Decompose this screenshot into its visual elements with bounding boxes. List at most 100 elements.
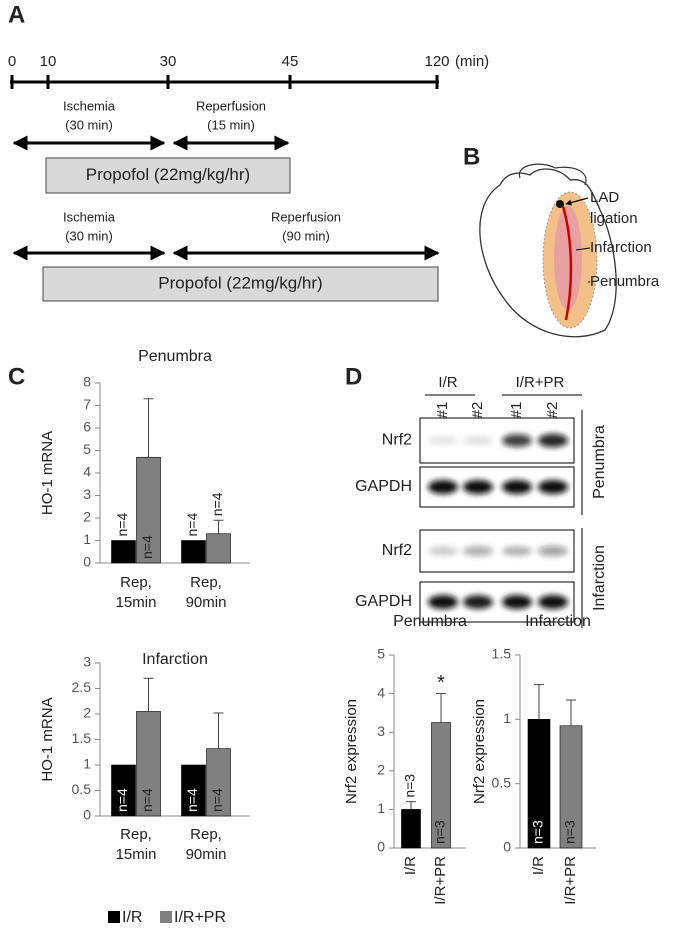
- blot-group: I/R: [438, 374, 457, 391]
- y-axis-label: Nrf2 expression: [471, 699, 488, 804]
- n-label: n=3: [402, 774, 418, 798]
- blot-band: [538, 480, 568, 494]
- n-label: n=4: [184, 788, 200, 812]
- timeline-tick-label: 45: [282, 53, 299, 70]
- bar: [206, 533, 231, 564]
- panel-label: C: [8, 363, 25, 390]
- n-label: n=4: [139, 535, 155, 559]
- y-tick-label: 7: [83, 396, 91, 412]
- lane-label: #1: [508, 402, 525, 419]
- y-tick-label: 0: [83, 807, 91, 823]
- blot-band: [428, 436, 458, 445]
- x-tick-label: Rep, 90min: [186, 574, 227, 611]
- y-tick-label: 4: [377, 684, 385, 700]
- blot-band: [538, 545, 568, 557]
- x-tick-label: I/R+PR: [562, 856, 579, 905]
- y-tick-label: 2: [83, 509, 91, 525]
- y-tick-label: 3: [377, 723, 385, 739]
- phase-duration: (90 min): [282, 228, 330, 243]
- y-tick-label: 0: [377, 839, 385, 855]
- y-tick-label: 3: [83, 486, 91, 502]
- n-label: n=3: [432, 820, 448, 844]
- timeline-tick-label: 10: [40, 53, 57, 70]
- y-tick-label: 8: [83, 374, 91, 390]
- x-tick-label: Rep, 90min: [186, 826, 227, 863]
- bar: [181, 540, 206, 564]
- region-label: Infarction: [591, 545, 608, 611]
- blot-band: [428, 595, 458, 609]
- blot-band: [502, 595, 532, 609]
- y-tick-label: 1.5: [492, 646, 512, 662]
- diagram-label: Infarction: [590, 239, 652, 256]
- x-tick-label: Rep, 15min: [116, 826, 157, 863]
- bar: [401, 809, 421, 849]
- y-axis-label: HO-1 mRNA: [39, 697, 56, 781]
- y-axis-label: Nrf2 expression: [343, 699, 360, 804]
- y-tick-label: 1: [83, 756, 91, 772]
- drug-box: [45, 157, 291, 194]
- x-tick-label: I/R+PR: [432, 856, 449, 905]
- timeline-unit: (min): [455, 53, 489, 70]
- diagram-label: LAD: [590, 189, 619, 206]
- bar: [111, 540, 136, 564]
- bar: [111, 764, 136, 817]
- lane-label: #2: [469, 402, 486, 419]
- y-tick-label: 2: [377, 762, 385, 778]
- y-tick-label: 5: [377, 646, 385, 662]
- phase-duration: (15 min): [207, 117, 255, 132]
- blot-row-label: GAPDH: [355, 478, 412, 495]
- heart: [479, 163, 617, 338]
- blot-row-label: Nrf2: [382, 542, 412, 559]
- diagram-label: Penumbra: [590, 273, 660, 290]
- blot-band: [463, 436, 493, 445]
- y-tick-label: 0.5: [72, 781, 92, 797]
- timeline-tick-label: 30: [160, 53, 177, 70]
- y-tick-label: 0.5: [492, 774, 512, 790]
- phase-label: Ischemia: [63, 209, 116, 224]
- drug-box: [42, 266, 439, 302]
- drug-label: Propofol (22mg/kg/hr): [158, 273, 322, 292]
- n-label: n=3: [530, 820, 546, 844]
- panel-label: A: [8, 1, 25, 28]
- phase-label: Reperfusion: [271, 209, 341, 224]
- n-label: n=4: [184, 513, 200, 537]
- y-tick-label: 6: [83, 419, 91, 435]
- region-label: Penumbra: [591, 425, 608, 499]
- n-label: n=3: [562, 820, 578, 844]
- diagram-label: ligation: [590, 210, 638, 227]
- legend-swatch: [108, 911, 120, 923]
- chart-title: Infarction: [142, 651, 208, 668]
- blot-band: [502, 434, 532, 447]
- y-tick-label: 4: [83, 464, 91, 480]
- blot-band: [463, 480, 493, 494]
- lane-label: #2: [544, 402, 561, 419]
- blot-row-label: Nrf2: [382, 432, 412, 449]
- significance: *: [437, 672, 445, 694]
- legend-swatch: [160, 911, 172, 923]
- blot-band: [538, 595, 568, 609]
- y-tick-label: 2: [83, 705, 91, 721]
- blot-band: [463, 545, 493, 557]
- blot-band: [463, 595, 493, 609]
- y-tick-label: 1: [503, 710, 511, 726]
- blot-band: [502, 480, 532, 494]
- n-label: n=4: [114, 513, 130, 537]
- chart-title: Penumbra: [138, 348, 212, 365]
- y-tick-label: 3: [83, 654, 91, 670]
- y-tick-label: 1: [377, 800, 385, 816]
- x-tick-label: I/R: [402, 856, 419, 875]
- y-tick-label: 0: [503, 839, 511, 855]
- drug-label: Propofol (22mg/kg/hr): [86, 165, 250, 184]
- bar: [206, 748, 231, 817]
- lane-label: #1: [434, 402, 451, 419]
- blot-group: I/R+PR: [516, 374, 565, 391]
- chart-title: Penumbra: [393, 613, 467, 630]
- phase-duration: (30 min): [65, 228, 113, 243]
- n-label: n=4: [114, 788, 130, 812]
- y-tick-label: 1: [83, 531, 91, 547]
- phase-duration: (30 min): [65, 117, 113, 132]
- phase-label: Ischemia: [63, 98, 116, 113]
- legend-label: I/R: [122, 909, 142, 926]
- legend-label: I/R+PR: [174, 909, 226, 926]
- phase-label: Reperfusion: [196, 98, 266, 113]
